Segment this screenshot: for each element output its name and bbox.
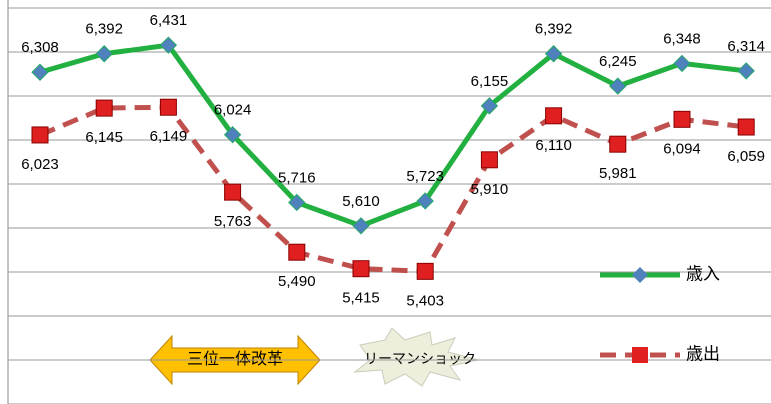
marker: [31, 63, 49, 81]
data-label: 5,490: [278, 273, 316, 290]
burst: [353, 327, 479, 387]
marker: [352, 260, 370, 278]
legend-label: 歳入: [686, 264, 720, 283]
marker: [31, 126, 49, 144]
marker: [159, 36, 178, 54]
data-label: 6,308: [21, 39, 59, 56]
line: [39, 42, 747, 229]
marker: [673, 110, 691, 128]
data-label: 5,610: [342, 193, 380, 210]
data-label: 5,415: [342, 290, 380, 307]
marker: [673, 54, 691, 73]
marker: [288, 243, 306, 261]
marker: [609, 135, 627, 153]
data-label: 6,155: [471, 73, 509, 90]
data-label: 5,910: [471, 181, 509, 198]
data-label: 6,023: [21, 156, 59, 173]
marker: [159, 98, 177, 116]
data-label: 5,981: [599, 165, 637, 182]
marker: [737, 118, 755, 136]
data-label: 6,392: [85, 21, 123, 38]
marker: [95, 45, 113, 63]
data-label: 6,431: [150, 12, 188, 29]
data-label: 5,763: [214, 213, 252, 230]
data-label: 6,059: [727, 148, 765, 165]
data-label: 5,723: [406, 168, 444, 185]
data-label: 6,024: [214, 102, 252, 119]
data-label: 6,348: [663, 30, 701, 47]
data-label: 6,094: [663, 140, 701, 157]
data-label: 6,392: [535, 21, 573, 38]
marker: [352, 217, 370, 235]
line: [39, 104, 747, 274]
marker: [609, 77, 627, 95]
data-label: 6,149: [150, 128, 188, 145]
data-label: 5,403: [406, 292, 444, 309]
marker: [95, 99, 113, 117]
marker: [737, 62, 755, 80]
data-label: 6,110: [535, 137, 571, 154]
annotation: 三位一体改革: [187, 350, 283, 368]
annotation: リーマンショック: [364, 351, 476, 367]
marker: [288, 193, 306, 212]
marker: [416, 262, 434, 280]
data-label: 6,314: [727, 38, 765, 55]
marker: [224, 183, 242, 201]
marker: [544, 45, 563, 63]
data-label: 6,145: [85, 129, 123, 146]
legend-marker: [632, 267, 648, 283]
marker: [416, 192, 434, 210]
data-label: 6,245: [599, 53, 637, 70]
marker: [480, 97, 499, 115]
legend-label: 歳出: [686, 344, 720, 363]
marker: [223, 126, 242, 144]
marker: [545, 107, 563, 125]
legend-marker: [632, 347, 648, 363]
data-label: 5,716: [278, 169, 316, 186]
marker: [480, 151, 498, 169]
